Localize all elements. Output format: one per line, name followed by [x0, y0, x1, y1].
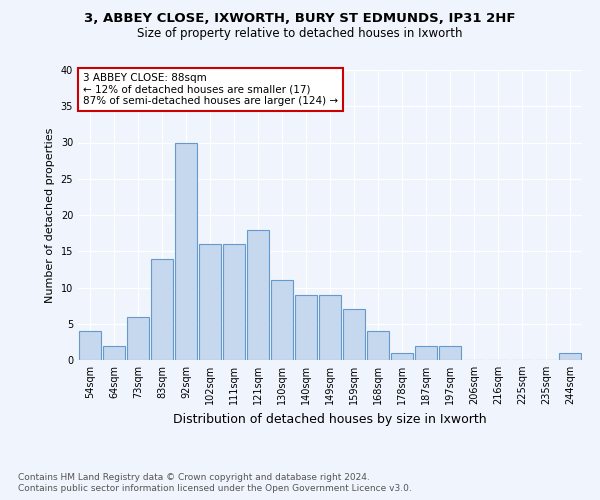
Bar: [271, 280, 293, 360]
Text: 3 ABBEY CLOSE: 88sqm
← 12% of detached houses are smaller (17)
87% of semi-detac: 3 ABBEY CLOSE: 88sqm ← 12% of detached h…: [83, 73, 338, 106]
Bar: [343, 309, 365, 360]
Bar: [79, 331, 101, 360]
Text: 3, ABBEY CLOSE, IXWORTH, BURY ST EDMUNDS, IP31 2HF: 3, ABBEY CLOSE, IXWORTH, BURY ST EDMUNDS…: [84, 12, 516, 26]
Text: Contains public sector information licensed under the Open Government Licence v3: Contains public sector information licen…: [18, 484, 412, 493]
Bar: [199, 244, 221, 360]
Text: Size of property relative to detached houses in Ixworth: Size of property relative to detached ho…: [137, 28, 463, 40]
Text: Contains HM Land Registry data © Crown copyright and database right 2024.: Contains HM Land Registry data © Crown c…: [18, 472, 370, 482]
Bar: [247, 230, 269, 360]
Y-axis label: Number of detached properties: Number of detached properties: [45, 128, 55, 302]
Bar: [103, 346, 125, 360]
Bar: [415, 346, 437, 360]
Bar: [175, 142, 197, 360]
Bar: [295, 294, 317, 360]
X-axis label: Distribution of detached houses by size in Ixworth: Distribution of detached houses by size …: [173, 412, 487, 426]
Bar: [223, 244, 245, 360]
Bar: [391, 353, 413, 360]
Bar: [151, 258, 173, 360]
Bar: [439, 346, 461, 360]
Bar: [559, 353, 581, 360]
Bar: [367, 331, 389, 360]
Bar: [127, 316, 149, 360]
Bar: [319, 294, 341, 360]
